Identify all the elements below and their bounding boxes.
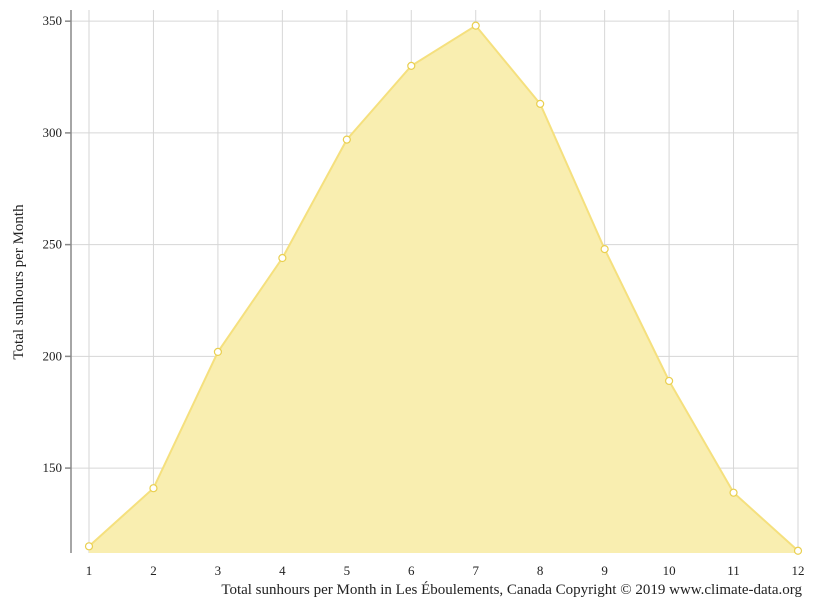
data-point <box>793 546 803 555</box>
x-tick-label: 11 <box>727 563 740 578</box>
data-point <box>729 488 738 497</box>
chart-axes <box>65 10 72 553</box>
x-tick-label: 2 <box>150 563 157 578</box>
data-point <box>213 347 223 356</box>
data-point <box>278 253 287 263</box>
y-tick-label: 300 <box>43 125 63 140</box>
data-point <box>84 542 94 551</box>
x-tick-label: 7 <box>472 563 479 578</box>
data-point <box>471 21 480 30</box>
y-tick-label: 350 <box>43 13 63 28</box>
y-tick-label: 200 <box>43 348 63 363</box>
data-point <box>407 61 416 70</box>
y-tick-label: 250 <box>43 237 63 252</box>
y-tick-label: 150 <box>43 460 63 475</box>
x-tick-label: 1 <box>86 563 93 578</box>
data-point <box>149 484 158 493</box>
x-tick-label: 6 <box>408 563 415 578</box>
chart-series <box>84 21 803 555</box>
y-axis-label: Total sunhours per Month <box>11 204 27 360</box>
x-tick-label: 8 <box>537 563 544 578</box>
series-line <box>88 24 799 552</box>
x-tick-label: 12 <box>792 563 805 578</box>
data-point <box>664 376 674 386</box>
series-area <box>89 25 798 554</box>
x-tick-label: 3 <box>215 563 222 578</box>
x-tick-label: 4 <box>279 563 286 578</box>
data-point <box>536 99 545 108</box>
x-tick-label: 9 <box>601 563 608 578</box>
x-tick-label: 10 <box>663 563 676 578</box>
chart-caption: Total sunhours per Month in Les Ébouleme… <box>221 582 802 598</box>
x-tick-label: 5 <box>344 563 351 578</box>
data-point <box>342 135 351 144</box>
data-point <box>600 244 609 254</box>
